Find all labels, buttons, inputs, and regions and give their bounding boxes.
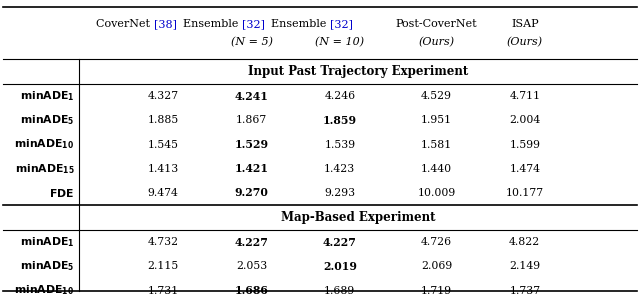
Text: $\mathbf{FDE}$: $\mathbf{FDE}$ [49,187,74,199]
Text: 4.241: 4.241 [235,91,268,102]
Text: ISAP: ISAP [511,19,539,29]
Text: 1.686: 1.686 [235,285,268,295]
Text: 1.719: 1.719 [421,286,452,295]
Text: 10.177: 10.177 [506,188,544,198]
Text: Ensemble [32]: Ensemble [32] [299,19,381,29]
Text: CoverNet: CoverNet [96,19,154,29]
Text: 1.421: 1.421 [234,163,269,174]
Text: 9.270: 9.270 [235,187,268,199]
Text: [32]: [32] [330,19,353,29]
Text: 10.009: 10.009 [417,188,456,198]
Text: 2.115: 2.115 [148,261,179,271]
Text: 1.581: 1.581 [421,140,452,150]
Text: 1.539: 1.539 [324,140,355,150]
Text: (Ours): (Ours) [507,37,543,47]
Text: 1.413: 1.413 [148,164,179,174]
Text: 2.004: 2.004 [509,115,540,125]
Text: 1.474: 1.474 [509,164,540,174]
Text: 1.951: 1.951 [421,115,452,125]
Text: 4.227: 4.227 [323,237,356,248]
Text: 4.732: 4.732 [148,237,179,247]
Text: 2.069: 2.069 [421,261,452,271]
Text: Input Past Trajectory Experiment: Input Past Trajectory Experiment [248,65,468,78]
Text: 4.822: 4.822 [509,237,540,247]
Text: [32]: [32] [242,19,265,29]
Text: (N = 5): (N = 5) [230,37,273,47]
Text: $\mathbf{minADE_5}$: $\mathbf{minADE_5}$ [20,260,74,273]
Text: Ensemble: Ensemble [183,19,242,29]
Text: 4.327: 4.327 [148,91,179,101]
Text: 1.599: 1.599 [509,140,540,150]
Text: 1.545: 1.545 [148,140,179,150]
Text: 1.423: 1.423 [324,164,355,174]
Text: [38]: [38] [154,19,177,29]
Text: 4.246: 4.246 [324,91,355,101]
Text: 9.474: 9.474 [148,188,179,198]
Text: $\mathbf{minADE_{10}}$: $\mathbf{minADE_{10}}$ [14,284,74,295]
Text: 4.726: 4.726 [421,237,452,247]
Text: 1.689: 1.689 [324,286,355,295]
Text: Ensemble [32]: Ensemble [32] [211,19,292,29]
Text: 4.227: 4.227 [235,237,268,248]
Text: 4.529: 4.529 [421,91,452,101]
Text: Post-CoverNet: Post-CoverNet [396,19,477,29]
Text: 1.731: 1.731 [148,286,179,295]
Text: 2.019: 2.019 [323,261,356,272]
Text: $\mathbf{minADE_{10}}$: $\mathbf{minADE_{10}}$ [14,138,74,151]
Text: (N = 10): (N = 10) [316,37,364,47]
Text: Ensemble: Ensemble [271,19,330,29]
Text: $\mathbf{minADE_1}$: $\mathbf{minADE_1}$ [20,89,74,103]
Text: 2.149: 2.149 [509,261,540,271]
Text: 4.711: 4.711 [509,91,540,101]
Text: 1.440: 1.440 [421,164,452,174]
Text: 1.737: 1.737 [509,286,540,295]
Text: 1.859: 1.859 [323,115,357,126]
Text: $\mathbf{minADE_1}$: $\mathbf{minADE_1}$ [20,235,74,249]
Text: Map-Based Experiment: Map-Based Experiment [281,211,436,224]
Text: 9.293: 9.293 [324,188,355,198]
Text: $\mathbf{minADE_{15}}$: $\mathbf{minADE_{15}}$ [15,162,74,176]
Text: 2.053: 2.053 [236,261,267,271]
Text: 1.885: 1.885 [148,115,179,125]
Text: (Ours): (Ours) [419,37,454,47]
Text: 1.529: 1.529 [234,139,269,150]
Text: 1.867: 1.867 [236,115,267,125]
Text: CoverNet [38]: CoverNet [38] [123,19,204,29]
Text: $\mathbf{minADE_5}$: $\mathbf{minADE_5}$ [20,114,74,127]
